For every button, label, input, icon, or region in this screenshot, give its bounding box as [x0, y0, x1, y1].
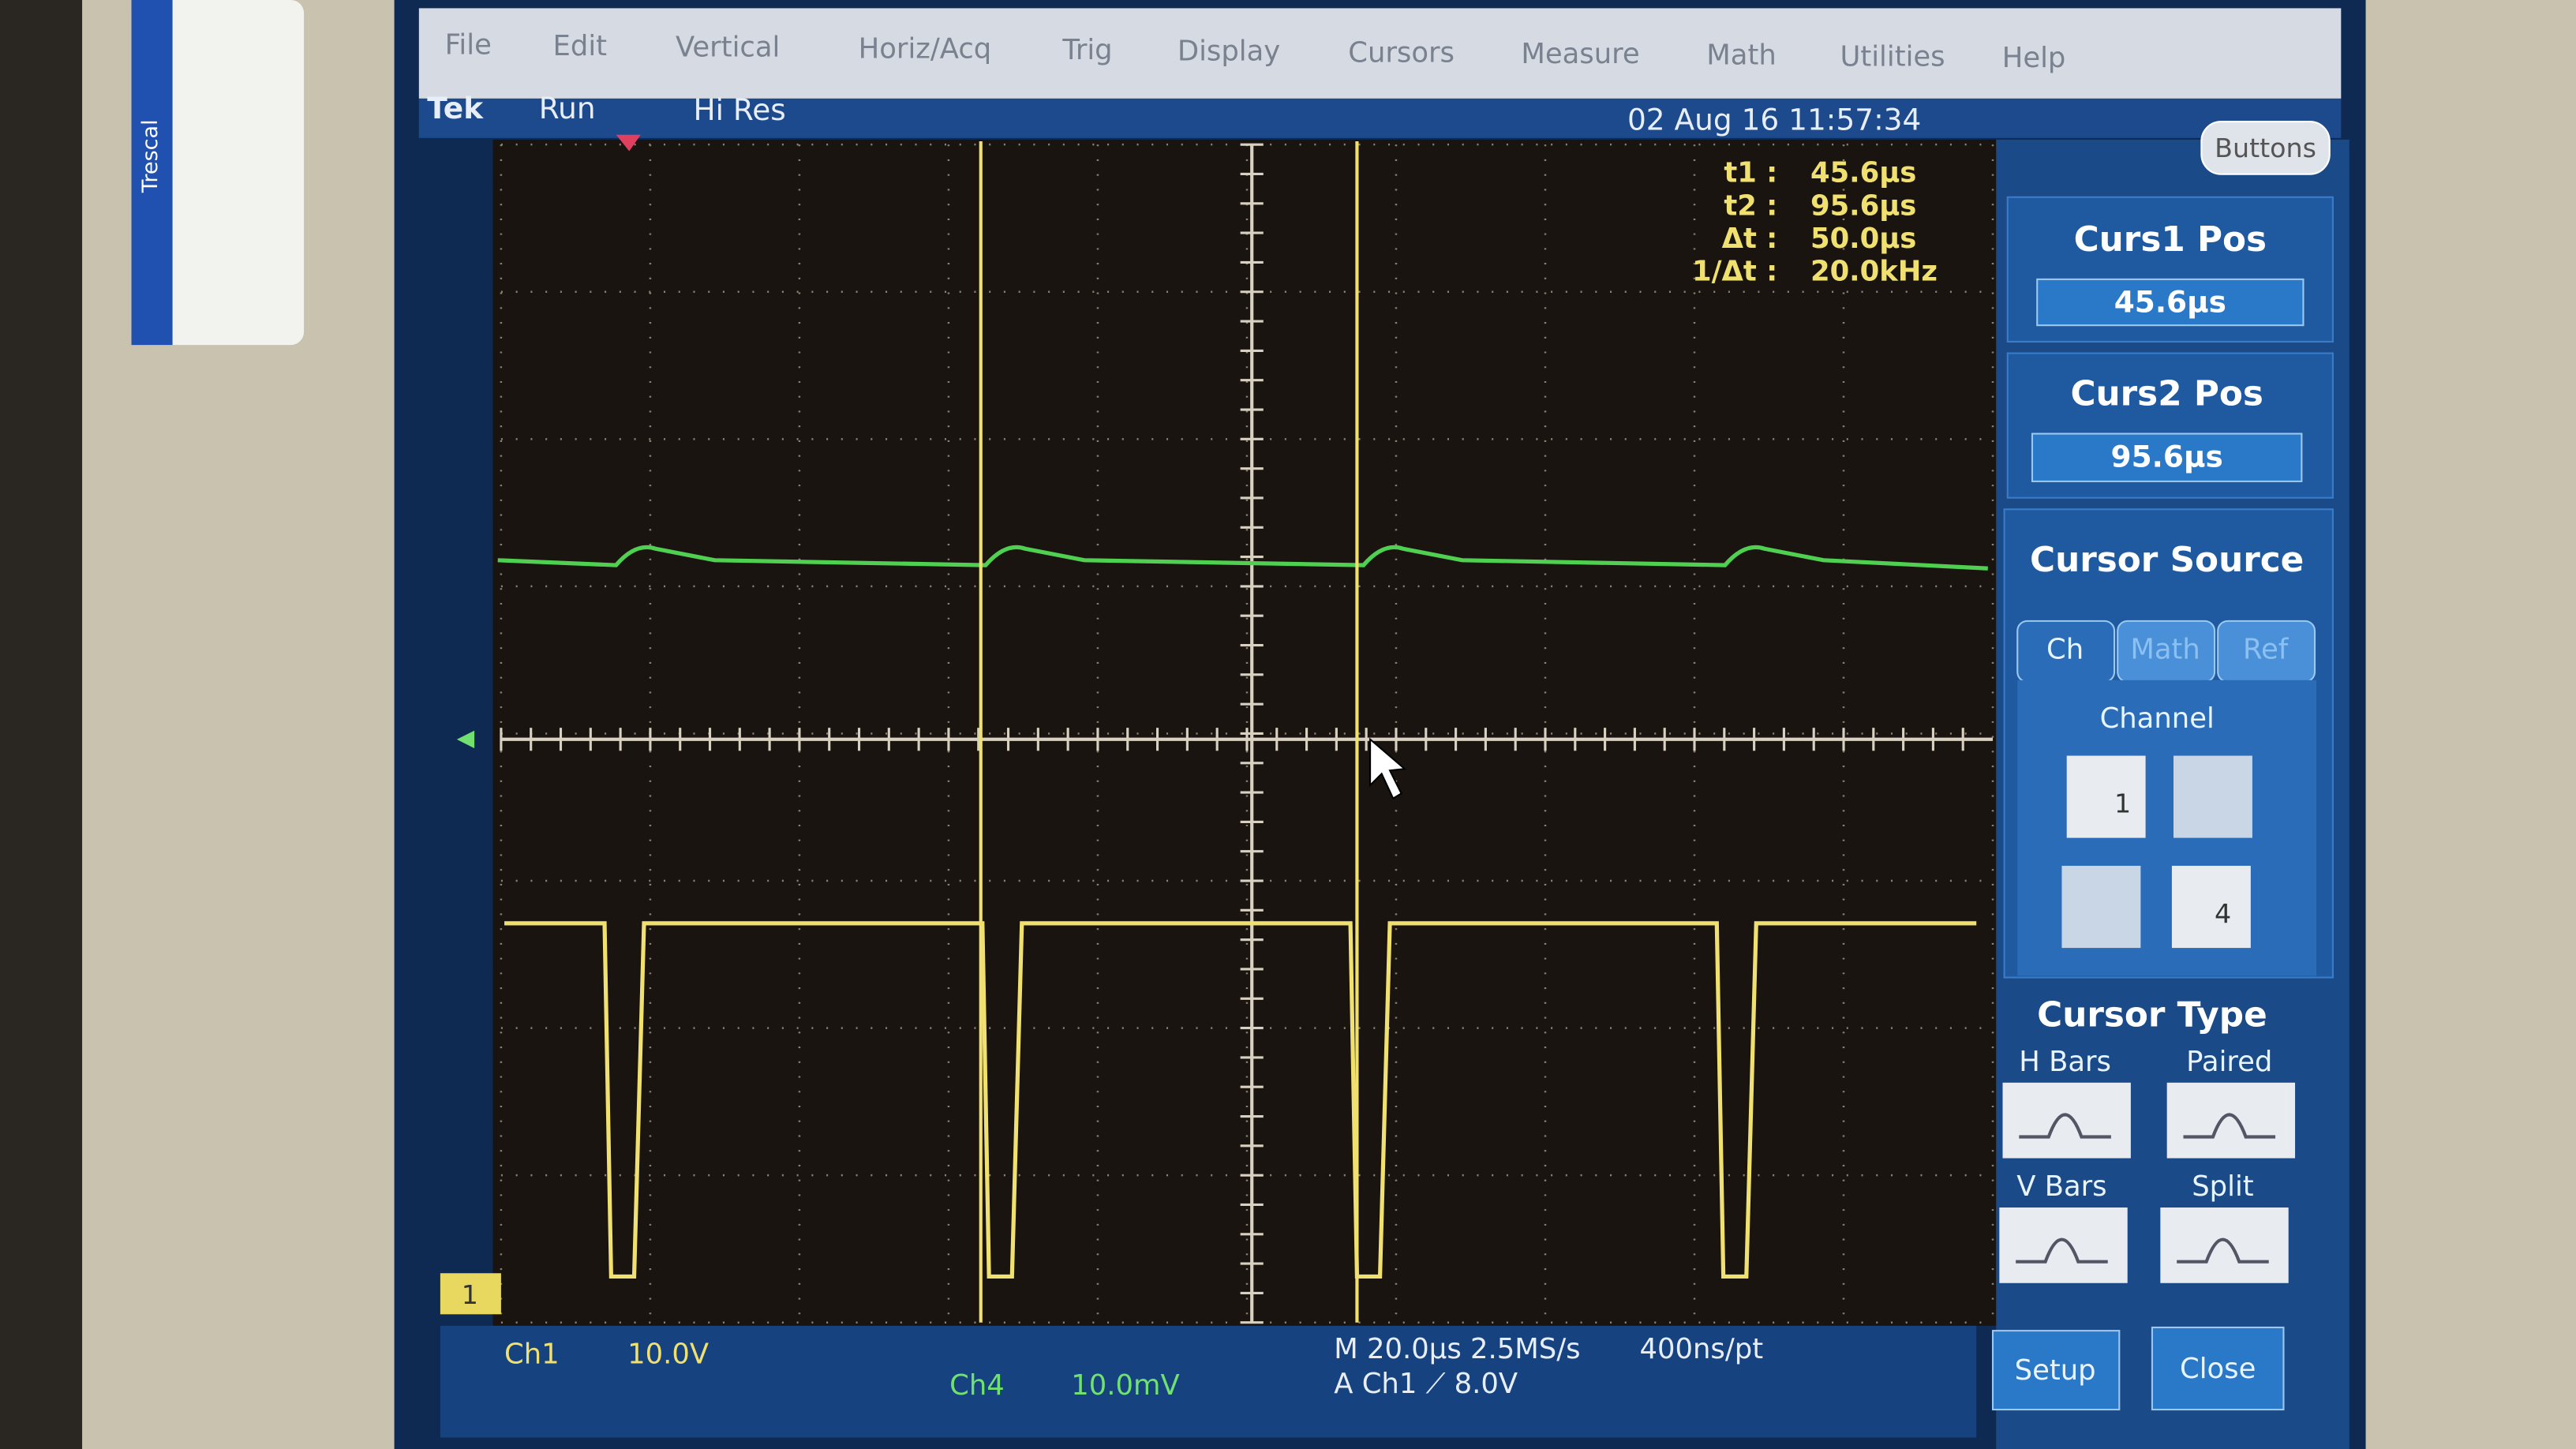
- sticker-stripe: [131, 0, 173, 346]
- close-label: Close: [2180, 1353, 2256, 1385]
- ch1-button[interactable]: [2066, 755, 2146, 838]
- type-title: Cursor Type: [2037, 995, 2267, 1035]
- menu-item[interactable]: File: [445, 28, 492, 61]
- readout-label: t1 :: [1724, 157, 1777, 189]
- readout-label: t2 :: [1724, 189, 1777, 222]
- ch1-label: Ch1: [504, 1338, 560, 1370]
- sticker: [131, 0, 305, 346]
- cursor-type-label: Split: [2192, 1170, 2254, 1203]
- ch4-button-label: 4: [2215, 898, 2231, 929]
- cursor-types: H Bars Paired V Bars Split: [1999, 1046, 2296, 1283]
- buttons-label: Buttons: [2215, 133, 2316, 163]
- menu-item[interactable]: Math: [1706, 39, 1776, 72]
- cursor-type-icon: [2016, 1237, 2108, 1264]
- ch1-scale: 10.0V: [627, 1338, 709, 1370]
- ch4-marker: ◀: [457, 724, 475, 751]
- channel-label: Channel: [2100, 702, 2215, 735]
- ch4-trace: [497, 545, 1988, 571]
- datetime: 02 Aug 16 11:57:34: [1627, 103, 1921, 137]
- source-tab-label: Ref: [2243, 633, 2290, 665]
- curs2-field[interactable]: [2031, 432, 2303, 482]
- trigger-marker: [616, 134, 641, 152]
- cursor-type-icon: [2177, 1237, 2269, 1264]
- menu-item[interactable]: Horiz/Acq: [859, 32, 992, 65]
- readout-label: 1/Δt :: [1692, 256, 1777, 288]
- readout-label: Δt :: [1722, 223, 1778, 255]
- source-tabs: Ch Math Ref: [2016, 620, 2316, 683]
- menu-item[interactable]: Measure: [1521, 38, 1639, 70]
- menu-item[interactable]: Help: [2002, 42, 2066, 74]
- horiz-setting: M 20.0µs 2.5MS/s: [1334, 1333, 1580, 1365]
- cursor-type-label: V Bars: [2016, 1170, 2106, 1203]
- menu-bar: [418, 8, 2342, 99]
- curs2-value: 95.6µs: [2111, 439, 2223, 474]
- status-bar: [418, 98, 2342, 138]
- ch4-scale: 10.0mV: [1071, 1369, 1179, 1402]
- source-tab-label: Ch: [2046, 633, 2084, 665]
- ch4-button[interactable]: [2171, 866, 2251, 949]
- acq-mode: Hi Res: [693, 92, 785, 127]
- cursor-type-button[interactable]: [1999, 1208, 2128, 1283]
- buttons-button[interactable]: [2200, 121, 2331, 175]
- brand: Tek: [427, 91, 484, 125]
- readout-value: 50.0µs: [1810, 223, 1916, 255]
- ch1-trace: [504, 921, 1977, 1279]
- bottom-bar: [440, 1325, 1977, 1438]
- mouse-pointer: [1369, 737, 1407, 800]
- menu-item[interactable]: Edit: [553, 30, 608, 62]
- record-setting: 400ns/pt: [1639, 1333, 1763, 1365]
- curs1-field[interactable]: [2036, 278, 2305, 327]
- grid: [500, 143, 1994, 1324]
- cursor-type-button[interactable]: [2160, 1208, 2289, 1283]
- cursor-type-icon: [2019, 1113, 2111, 1139]
- ch1-marker: [440, 1273, 501, 1315]
- ch1-marker-label: 1: [462, 1279, 478, 1310]
- curs1-label: Curs1 Pos: [2074, 219, 2267, 260]
- menu: File Edit Vertical Horiz/Acq Trig Display Curs…: [445, 28, 2066, 74]
- menu-item[interactable]: Vertical: [676, 32, 780, 64]
- cursor-type-button[interactable]: [2166, 1082, 2296, 1159]
- trigger-setting: A Ch1 ⟋ 8.0V: [1334, 1368, 1518, 1400]
- setup-button[interactable]: [1991, 1330, 2121, 1411]
- setup-label: Setup: [2015, 1354, 2096, 1387]
- readout-value: 95.6µs: [1810, 189, 1916, 222]
- cursor-readout: t1 : 45.6µs t2 : 95.6µs Δt : 50.0µs 1/Δt : 20.0…: [1692, 157, 1938, 288]
- cursor-type-button[interactable]: [2002, 1082, 2131, 1159]
- traces: [497, 134, 1988, 1323]
- run-mode: Run: [539, 91, 596, 125]
- curs1-value: 45.6µs: [2114, 285, 2226, 320]
- menu-item[interactable]: Utilities: [1840, 40, 1945, 73]
- cursor-type-label: H Bars: [2019, 1046, 2111, 1078]
- menu-item[interactable]: Cursors: [1348, 36, 1455, 69]
- readout-value: 45.6µs: [1810, 157, 1916, 189]
- source-tab-label: Math: [2130, 633, 2200, 665]
- left-shadow: [0, 0, 83, 1449]
- menu-item[interactable]: Display: [1178, 36, 1280, 68]
- ch2-button[interactable]: [2174, 755, 2252, 838]
- sticker-text: Trescal: [138, 119, 163, 193]
- readout-value: 20.0kHz: [1810, 256, 1938, 288]
- ch4-label: Ch4: [949, 1369, 1005, 1402]
- ch3-button[interactable]: [2061, 866, 2141, 949]
- source-title: Cursor Source: [2030, 540, 2304, 580]
- menu-item[interactable]: Trig: [1061, 34, 1112, 66]
- cursor-type-label: Paired: [2186, 1046, 2272, 1078]
- cursor-type-icon: [2183, 1113, 2276, 1139]
- ch1-button-label: 1: [2114, 788, 2131, 819]
- close-button[interactable]: [2151, 1326, 2285, 1411]
- curs2-label: Curs2 Pos: [2070, 374, 2263, 414]
